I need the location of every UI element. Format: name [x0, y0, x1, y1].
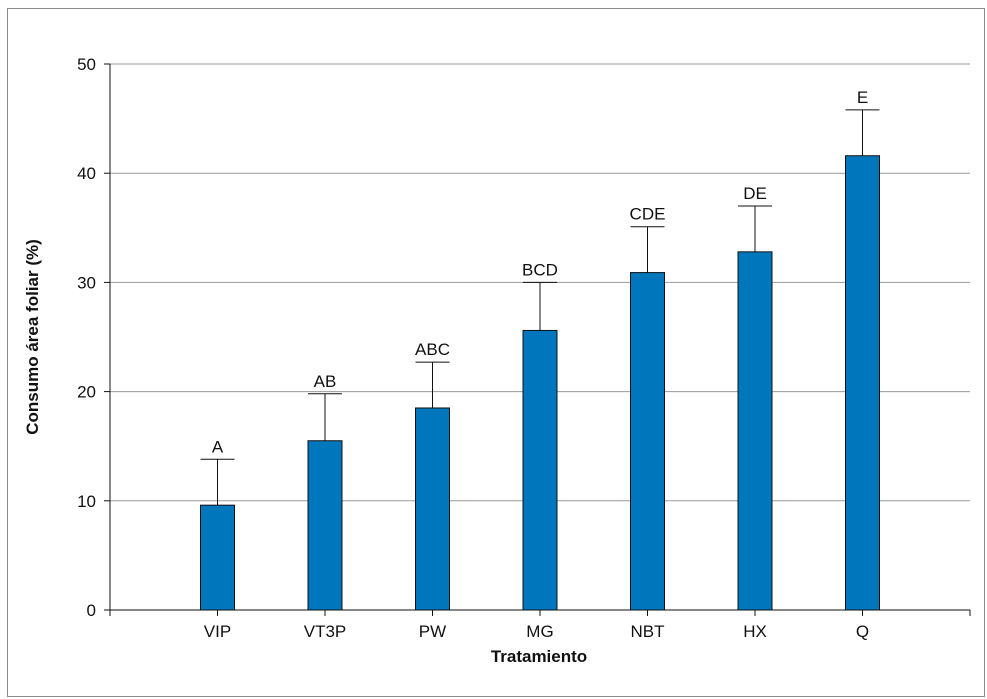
y-tick-label: 30 — [77, 273, 96, 292]
group-label: ABC — [415, 340, 450, 359]
x-tick-label: PW — [419, 622, 446, 641]
bars — [201, 156, 880, 610]
x-tick-label: VIP — [204, 622, 231, 641]
x-axis-title: Tratamiento — [491, 647, 587, 666]
bar — [738, 252, 772, 610]
x-tick-label: VT3P — [304, 622, 347, 641]
group-label: BCD — [522, 260, 558, 279]
bar — [201, 505, 235, 610]
bar — [631, 273, 665, 610]
bar — [416, 408, 450, 610]
group-label: A — [212, 437, 224, 456]
x-tick-label: MG — [526, 622, 553, 641]
bar — [846, 156, 880, 610]
bar — [308, 441, 342, 610]
y-tick-label: 50 — [77, 55, 96, 74]
y-tick-label: 10 — [77, 492, 96, 511]
x-tick-label: HX — [743, 622, 767, 641]
y-tick-label: 20 — [77, 383, 96, 402]
group-label: DE — [743, 184, 767, 203]
y-tick-label: 40 — [77, 164, 96, 183]
x-tick-label: NBT — [631, 622, 665, 641]
bar — [523, 330, 557, 610]
group-label: AB — [314, 372, 337, 391]
x-tick-label: Q — [856, 622, 869, 641]
group-label: CDE — [630, 205, 666, 224]
group-label: E — [857, 88, 868, 107]
y-tick-label: 0 — [87, 601, 96, 620]
y-axis-title: Consumo área foliar (%) — [23, 239, 42, 435]
